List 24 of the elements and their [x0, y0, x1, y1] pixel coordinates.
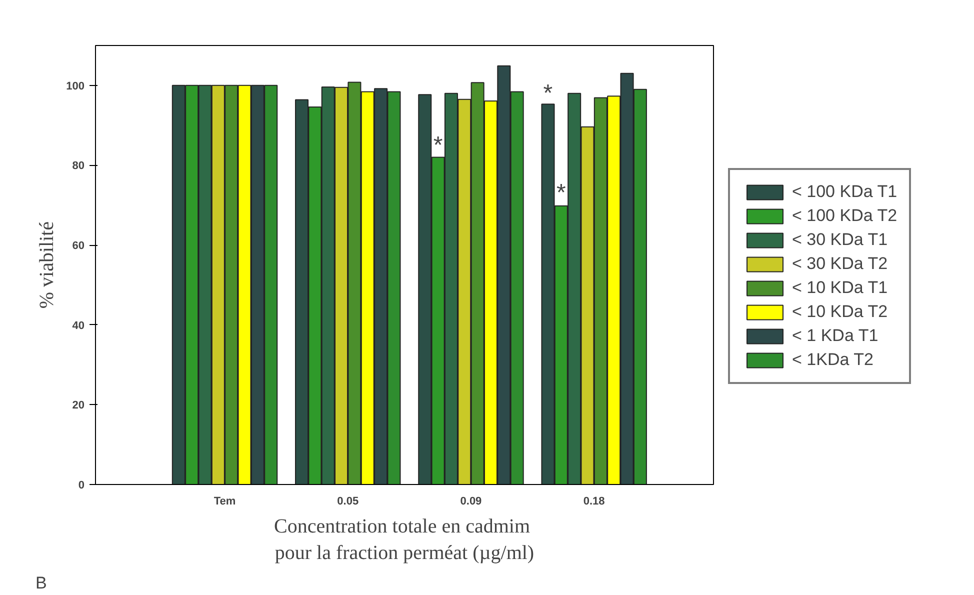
x-axis-title: Concentration totale en cadmim pour la fraction perméat (µg/ml)	[274, 516, 534, 564]
x-tick-label: 0.09	[460, 496, 482, 508]
annotation: *	[556, 180, 566, 207]
legend-label: < 10 KDa T1	[792, 278, 888, 298]
legend-label: < 1 KDa T1	[792, 326, 878, 346]
y-tick-label: 80	[72, 160, 85, 172]
y-tick-label: 0	[78, 480, 85, 492]
annotation: *	[543, 80, 553, 107]
x-tick-label: Tem	[214, 496, 236, 508]
legend-label: < 30 KDa T2	[792, 254, 888, 274]
legend-label: < 1KDa T2	[792, 350, 874, 370]
legend-label: < 30 KDa T1	[792, 230, 888, 250]
annotation: *	[433, 132, 443, 159]
legend-label: < 100 KDa T1	[792, 182, 898, 202]
y-tick-label: 40	[72, 320, 85, 332]
x-tick-label: 0.18	[583, 496, 605, 508]
y-tick-label: 60	[72, 240, 85, 252]
legend-label: < 100 KDa T2	[792, 206, 898, 226]
x-tick-label: 0.05	[337, 496, 359, 508]
text: B	[36, 574, 47, 592]
legend-label: < 10 KDa T2	[792, 302, 888, 322]
y-tick-label: 20	[72, 400, 85, 412]
y-axis-title: % viabilité	[36, 221, 58, 309]
y-tick-label: 100	[66, 80, 85, 92]
